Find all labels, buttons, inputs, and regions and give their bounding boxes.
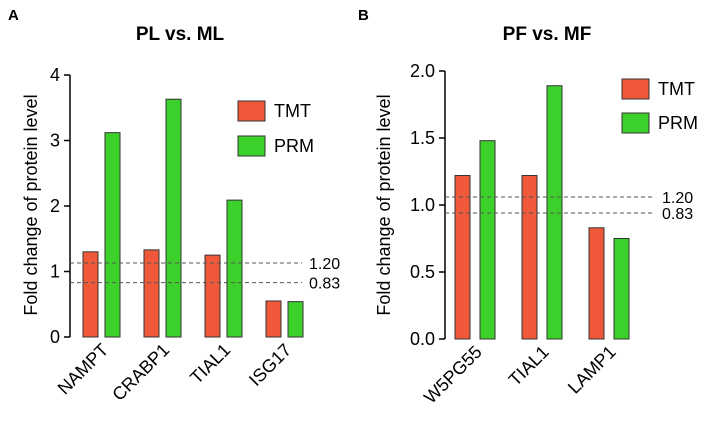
bar-tmt-isg17 bbox=[265, 300, 282, 338]
bar-tmt-nampt bbox=[82, 251, 99, 338]
panel-letter: B bbox=[358, 7, 369, 24]
x-tick-label: TIAL1 bbox=[186, 340, 234, 388]
legend-label-tmt: TMT bbox=[274, 101, 311, 121]
legend-swatch-tmt bbox=[621, 78, 650, 100]
bar-prm-tial1 bbox=[546, 85, 563, 340]
bar-tmt-tial1 bbox=[204, 254, 221, 338]
legend-label-prm: PRM bbox=[658, 113, 698, 133]
legend-label-tmt: TMT bbox=[658, 79, 695, 99]
panel-b: B PF vs. MF Fold change of protein level… bbox=[358, 7, 698, 407]
reference-line-label: 1.20 bbox=[309, 256, 340, 273]
panel-a: A PL vs. ML Fold change of protein level… bbox=[8, 7, 340, 405]
legend: TMT PRM bbox=[621, 78, 698, 134]
bar-prm-isg17 bbox=[287, 301, 304, 338]
y-tick-label: 2 bbox=[50, 196, 60, 216]
y-tick-label: 0 bbox=[50, 327, 60, 347]
x-tick-label: W5PG55 bbox=[420, 342, 486, 408]
bar-prm-crabp1 bbox=[165, 98, 182, 338]
bar-prm-tial1 bbox=[226, 199, 243, 338]
x-tick-label: ISG17 bbox=[245, 340, 295, 390]
bar-prm-lamp1 bbox=[613, 238, 630, 340]
y-tick-label: 3 bbox=[50, 131, 60, 151]
axes: 0.0 0.5 1.0 1.5 2.0 W5PG55 TIAL1 LAMP1 bbox=[410, 61, 620, 407]
y-tick-label: 0.0 bbox=[410, 329, 435, 349]
y-tick-label: 1.0 bbox=[410, 195, 435, 215]
panel-letter: A bbox=[8, 7, 19, 24]
y-axis-label: Fold change of protein level bbox=[21, 94, 41, 315]
reference-line-label: 0.83 bbox=[662, 206, 693, 223]
x-tick-label: TIAL1 bbox=[505, 342, 553, 390]
bar-prm-w5pg55 bbox=[479, 140, 496, 340]
reference-line-label: 0.83 bbox=[309, 276, 340, 293]
legend-label-prm: PRM bbox=[274, 136, 314, 156]
legend-swatch-prm bbox=[237, 135, 266, 157]
reference-line-label: 1.20 bbox=[662, 190, 693, 207]
bar-tmt-crabp1 bbox=[143, 249, 160, 338]
reference-lines: 1.20 0.83 bbox=[70, 256, 340, 293]
bars bbox=[454, 85, 630, 340]
bars bbox=[82, 98, 304, 338]
y-tick-label: 2.0 bbox=[410, 61, 435, 81]
y-axis-label: Fold change of protein level bbox=[374, 94, 394, 315]
chart-title: PF vs. MF bbox=[503, 24, 592, 45]
y-tick-label: 1.5 bbox=[410, 128, 435, 148]
x-tick-label: CRABP1 bbox=[108, 340, 173, 405]
bar-tmt-tial1 bbox=[521, 175, 538, 340]
x-tick-label: LAMP1 bbox=[564, 342, 620, 398]
y-tick-label: 4 bbox=[50, 65, 60, 85]
y-tick-label: 0.5 bbox=[410, 262, 435, 282]
x-tick-label: NAMPT bbox=[54, 340, 113, 399]
reference-lines: 1.200.83 bbox=[445, 190, 693, 223]
bar-tmt-lamp1 bbox=[588, 227, 605, 340]
legend-swatch-tmt bbox=[237, 100, 266, 122]
bar-prm-nampt bbox=[104, 132, 121, 338]
bar-tmt-w5pg55 bbox=[454, 175, 471, 340]
y-tick-label: 1 bbox=[50, 262, 60, 282]
legend: TMT PRM bbox=[237, 100, 314, 157]
legend-swatch-prm bbox=[621, 112, 650, 134]
chart-title: PL vs. ML bbox=[136, 24, 225, 45]
